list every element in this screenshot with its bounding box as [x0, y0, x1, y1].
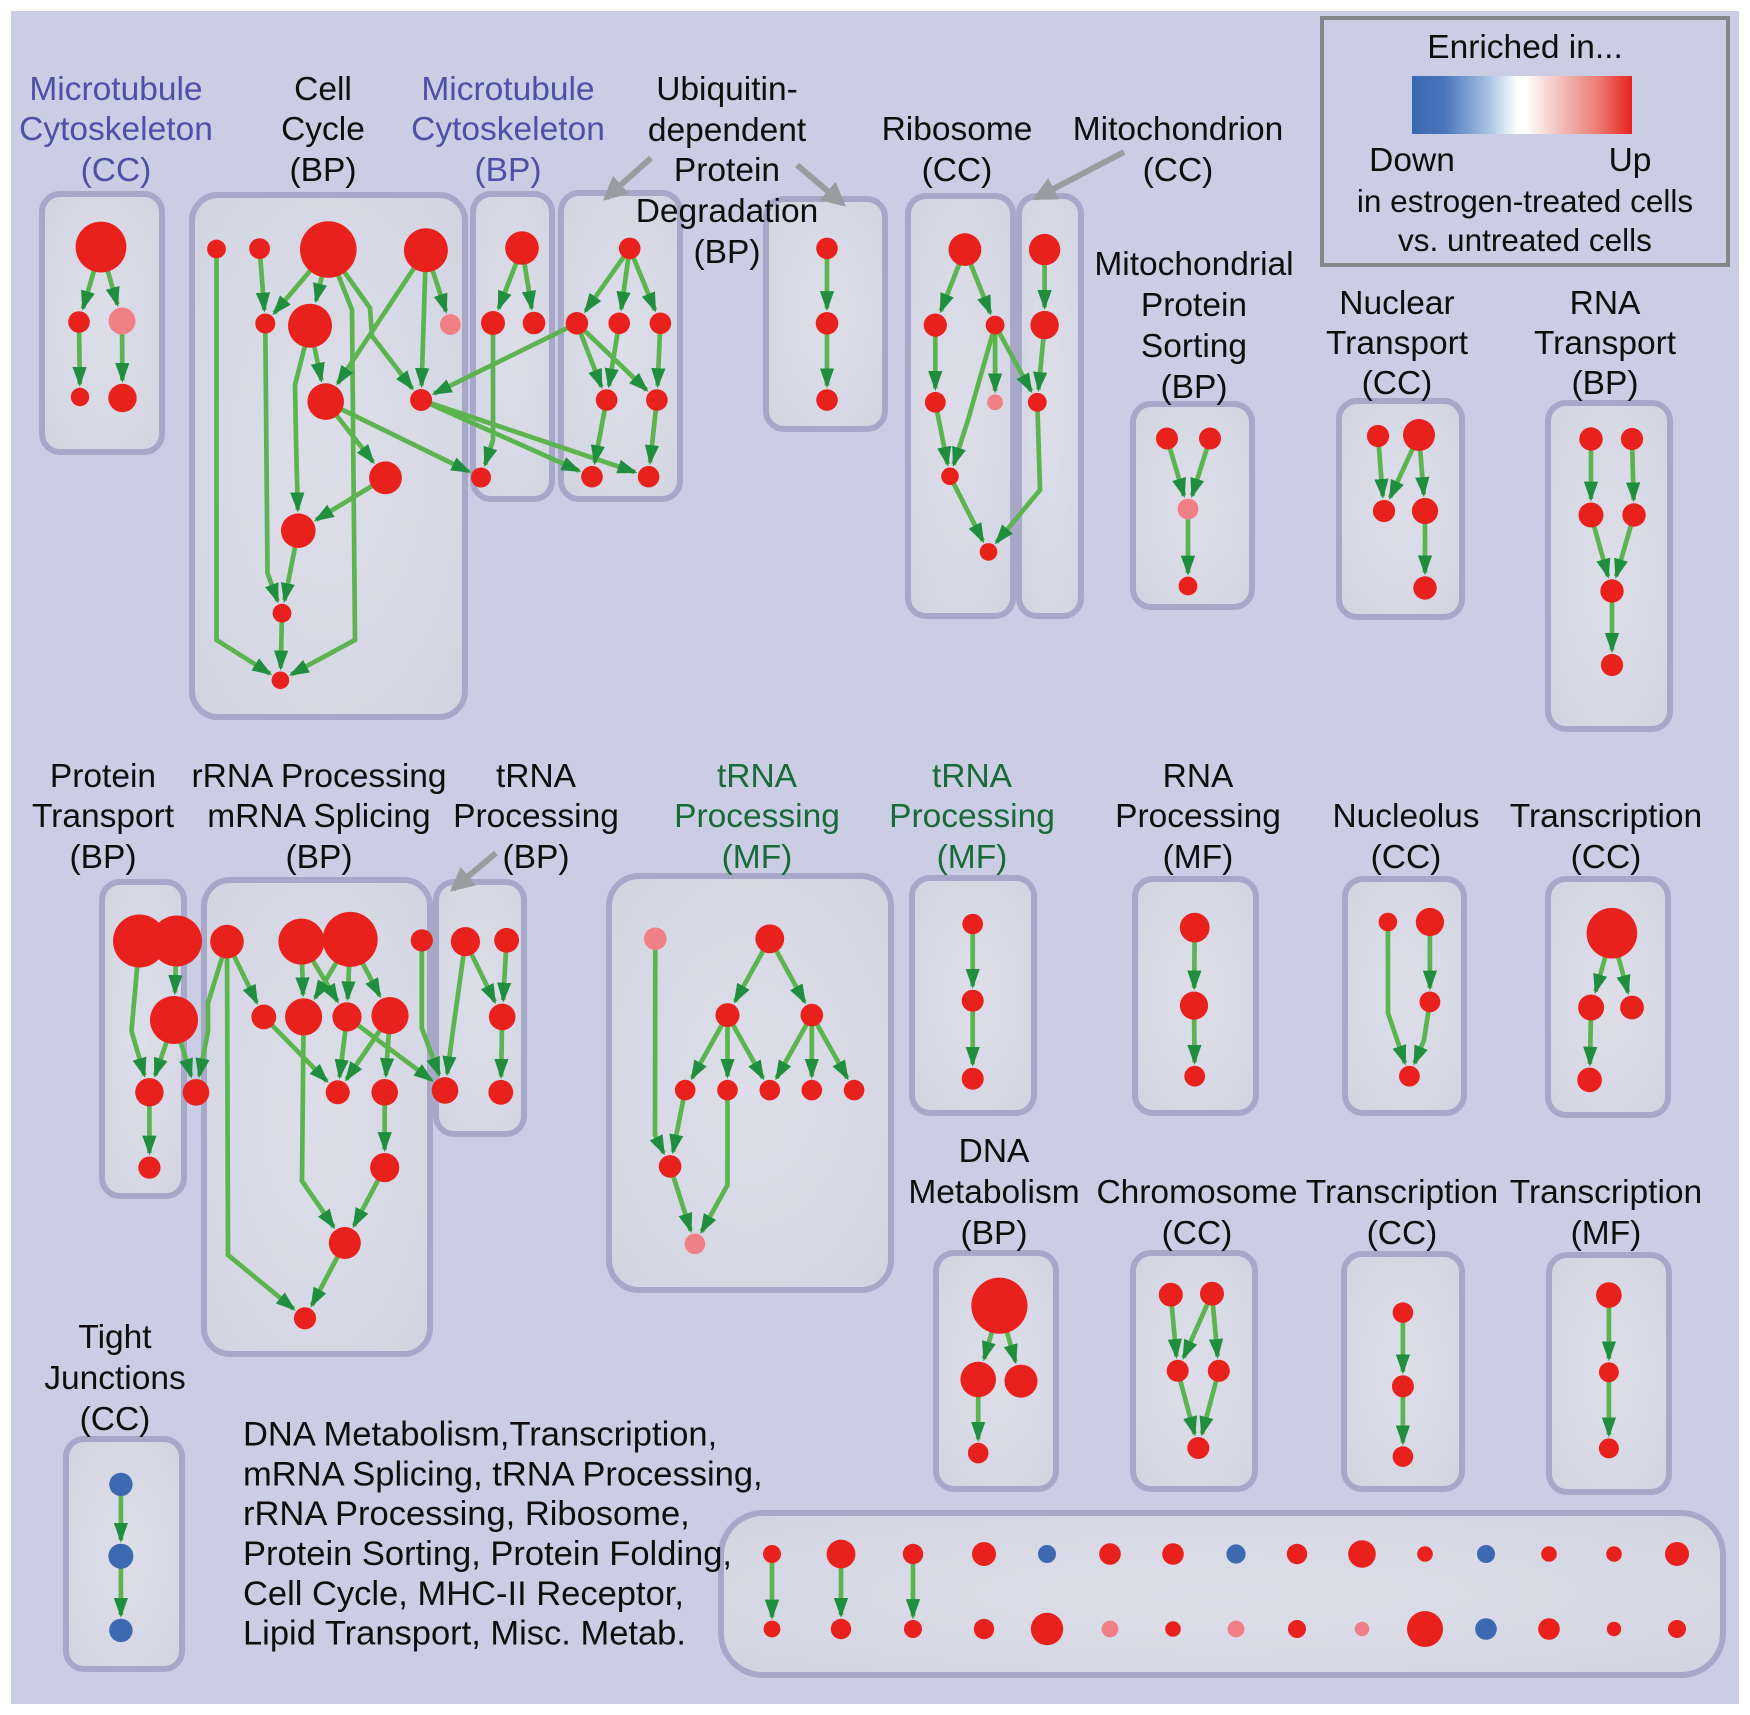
- svg-text:(CC): (CC): [1162, 1215, 1233, 1252]
- svg-text:(BP): (BP): [286, 839, 353, 876]
- svg-text:(CC): (CC): [922, 152, 993, 189]
- svg-text:Protein Sorting, Protein Foldi: Protein Sorting, Protein Folding,: [243, 1535, 732, 1573]
- svg-text:Up: Up: [1609, 142, 1652, 179]
- svg-text:Nucleolus: Nucleolus: [1332, 798, 1479, 835]
- svg-text:Processing: Processing: [453, 798, 619, 835]
- svg-text:Cell Cycle, MHC-II Receptor,: Cell Cycle, MHC-II Receptor,: [243, 1575, 684, 1613]
- svg-text:Transport: Transport: [1326, 325, 1469, 362]
- svg-text:(BP): (BP): [1572, 365, 1639, 402]
- svg-text:Degradation: Degradation: [636, 193, 819, 230]
- svg-text:Mitochondrion: Mitochondrion: [1073, 111, 1283, 148]
- svg-text:Cytoskeleton: Cytoskeleton: [19, 111, 213, 148]
- svg-text:Transcription: Transcription: [1510, 1174, 1702, 1211]
- svg-text:Transport: Transport: [32, 798, 175, 835]
- svg-text:Ribosome: Ribosome: [882, 111, 1033, 148]
- svg-text:(CC): (CC): [1362, 365, 1433, 402]
- svg-text:(CC): (CC): [1143, 152, 1214, 189]
- svg-text:(CC): (CC): [81, 152, 152, 189]
- svg-text:Protein: Protein: [674, 152, 780, 189]
- svg-text:dependent: dependent: [648, 112, 807, 149]
- svg-text:rRNA Processing: rRNA Processing: [191, 758, 446, 795]
- svg-text:in estrogen-treated cells: in estrogen-treated cells: [1357, 183, 1693, 219]
- svg-text:Tight: Tight: [78, 1319, 152, 1356]
- svg-text:(CC): (CC): [1367, 1215, 1438, 1252]
- svg-text:mRNA Splicing: mRNA Splicing: [207, 798, 430, 835]
- svg-text:Protein: Protein: [1141, 287, 1247, 324]
- svg-text:RNA: RNA: [1163, 758, 1234, 795]
- svg-text:(BP): (BP): [961, 1215, 1028, 1252]
- svg-text:Microtubule: Microtubule: [421, 71, 594, 108]
- svg-text:Enriched in...: Enriched in...: [1427, 29, 1623, 66]
- svg-text:mRNA Splicing, tRNA Processing: mRNA Splicing, tRNA Processing,: [243, 1455, 763, 1493]
- svg-text:(MF): (MF): [937, 839, 1008, 876]
- svg-text:Processing: Processing: [1115, 798, 1281, 835]
- svg-text:(CC): (CC): [1371, 839, 1442, 876]
- svg-text:DNA: DNA: [959, 1133, 1030, 1170]
- svg-text:(CC): (CC): [80, 1401, 151, 1438]
- svg-text:Sorting: Sorting: [1141, 328, 1247, 365]
- svg-text:Chromosome: Chromosome: [1096, 1174, 1297, 1211]
- svg-text:Processing: Processing: [889, 798, 1055, 835]
- svg-text:RNA: RNA: [1570, 285, 1641, 322]
- svg-text:tRNA: tRNA: [717, 758, 798, 795]
- svg-text:vs. untreated cells: vs. untreated cells: [1398, 222, 1652, 258]
- svg-text:(CC): (CC): [1571, 839, 1642, 876]
- svg-text:(MF): (MF): [1571, 1215, 1642, 1252]
- svg-text:(BP): (BP): [503, 839, 570, 876]
- svg-text:(BP): (BP): [70, 839, 137, 876]
- svg-text:(BP): (BP): [290, 152, 357, 189]
- svg-text:tRNA: tRNA: [932, 758, 1013, 795]
- svg-text:Protein: Protein: [50, 758, 156, 795]
- svg-text:Cytoskeleton: Cytoskeleton: [411, 111, 605, 148]
- svg-text:Transcription: Transcription: [1306, 1174, 1498, 1211]
- svg-text:tRNA: tRNA: [496, 758, 577, 795]
- svg-text:Microtubule: Microtubule: [29, 71, 202, 108]
- svg-text:DNA Metabolism,Transcription,: DNA Metabolism,Transcription,: [243, 1416, 717, 1454]
- svg-text:Transport: Transport: [1534, 325, 1677, 362]
- svg-text:Down: Down: [1369, 142, 1455, 179]
- svg-text:Mitochondrial: Mitochondrial: [1094, 246, 1293, 283]
- svg-text:(BP): (BP): [694, 234, 761, 271]
- svg-text:Cycle: Cycle: [281, 111, 365, 148]
- svg-text:Nuclear: Nuclear: [1339, 285, 1454, 322]
- svg-text:Processing: Processing: [674, 798, 840, 835]
- svg-text:Lipid Transport, Misc. Metab.: Lipid Transport, Misc. Metab.: [243, 1615, 686, 1653]
- svg-text:Cell: Cell: [294, 71, 352, 108]
- svg-text:Ubiquitin-: Ubiquitin-: [656, 71, 798, 108]
- svg-text:(BP): (BP): [1161, 369, 1228, 406]
- svg-text:(MF): (MF): [722, 839, 793, 876]
- svg-text:Transcription: Transcription: [1510, 798, 1702, 835]
- svg-text:(MF): (MF): [1163, 839, 1234, 876]
- svg-text:Metabolism: Metabolism: [908, 1174, 1079, 1211]
- svg-text:(BP): (BP): [475, 152, 542, 189]
- svg-text:Junctions: Junctions: [44, 1360, 186, 1397]
- svg-text:rRNA Processing, Ribosome,: rRNA Processing, Ribosome,: [243, 1495, 690, 1533]
